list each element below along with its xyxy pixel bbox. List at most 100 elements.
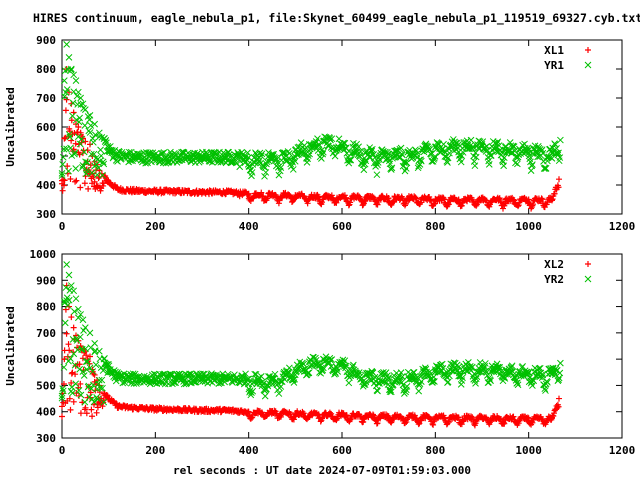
data-point: [251, 370, 259, 378]
data-point: [549, 197, 555, 204]
data-point: [317, 418, 324, 425]
data-point: [542, 387, 549, 394]
data-point: [66, 287, 74, 294]
data-point: [63, 282, 70, 289]
data-point: [258, 150, 266, 158]
data-point: [328, 135, 336, 143]
data-point: [80, 372, 88, 379]
data-point: [78, 164, 86, 171]
data-point: [108, 147, 116, 154]
data-point: [77, 391, 85, 399]
data-point: [76, 140, 84, 148]
data-point: [300, 149, 308, 157]
data-point: [539, 371, 547, 379]
data-point: [326, 135, 334, 142]
data-point: [74, 101, 82, 108]
data-point: [542, 164, 550, 172]
data-point: [318, 155, 325, 162]
data-point: [178, 148, 185, 156]
data-point: [257, 373, 265, 380]
data-point: [555, 184, 562, 191]
data-point: [355, 143, 362, 151]
data-point: [91, 131, 99, 139]
data-point: [300, 360, 308, 368]
data-point: [63, 86, 71, 93]
data-point: [528, 205, 535, 212]
y-tick-label: 300: [36, 432, 56, 445]
data-point: [304, 200, 311, 207]
data-point: [510, 196, 517, 203]
data-point: [286, 364, 293, 372]
data-point: [91, 120, 99, 128]
data-point: [72, 77, 80, 84]
data-point: [60, 182, 67, 189]
data-point: [340, 139, 347, 147]
x-tick-label: 800: [425, 220, 445, 233]
data-point: [500, 205, 506, 212]
data-point: [244, 191, 251, 198]
data-point: [417, 156, 425, 164]
data-point: [374, 387, 381, 395]
data-point: [225, 148, 232, 156]
data-point: [98, 376, 106, 384]
data-point: [90, 398, 98, 406]
data-point: [305, 369, 313, 377]
data-point: [59, 153, 67, 161]
data-point: [87, 141, 93, 148]
data-point: [67, 176, 74, 183]
data-point: [94, 395, 102, 403]
data-point: [65, 271, 73, 279]
data-point: [440, 195, 447, 202]
data-point: [100, 160, 108, 168]
data-point: [74, 129, 81, 136]
data-point: [341, 357, 349, 365]
legend-label: XL1: [544, 44, 564, 57]
data-point: [72, 140, 79, 147]
data-point: [242, 370, 249, 378]
data-point: [402, 158, 410, 166]
data-point: [319, 148, 327, 156]
data-point: [71, 149, 79, 156]
data-point: [330, 195, 337, 202]
data-point: [84, 159, 91, 166]
data-point: [347, 156, 355, 164]
data-point: [360, 201, 367, 208]
data-point: [68, 100, 75, 107]
data-point: [94, 404, 101, 411]
data-point: [455, 414, 462, 421]
data-point: [521, 367, 529, 375]
data-point: [289, 166, 297, 173]
y-tick-label: 700: [36, 327, 56, 340]
data-point: [362, 198, 369, 205]
y-tick-label: 600: [36, 353, 56, 366]
data-point: [70, 324, 77, 331]
data-point: [529, 161, 536, 168]
data-point: [458, 202, 465, 209]
data-point: [529, 419, 536, 426]
data-point: [99, 384, 106, 392]
data-point: [405, 197, 412, 204]
data-point: [85, 185, 92, 192]
data-point: [504, 369, 511, 376]
data-point: [76, 114, 83, 122]
data-point: [428, 198, 435, 205]
data-point: [287, 411, 294, 418]
data-point: [511, 197, 518, 204]
data-point: [403, 383, 411, 390]
data-point: [368, 147, 376, 155]
data-point: [553, 149, 561, 157]
data-point: [262, 169, 270, 176]
data-point: [67, 355, 74, 363]
data-point: [514, 153, 522, 161]
data-point: [514, 381, 522, 389]
data-point: [275, 200, 282, 207]
x-tick-label: 400: [239, 444, 259, 457]
y-axis-label: Uncalibrated: [4, 306, 17, 385]
data-point: [555, 403, 562, 410]
data-point: [312, 354, 319, 362]
data-point: [314, 135, 321, 143]
data-point: [261, 172, 268, 180]
data-point: [91, 401, 98, 408]
data-point: [60, 363, 68, 371]
data-point: [510, 413, 517, 420]
